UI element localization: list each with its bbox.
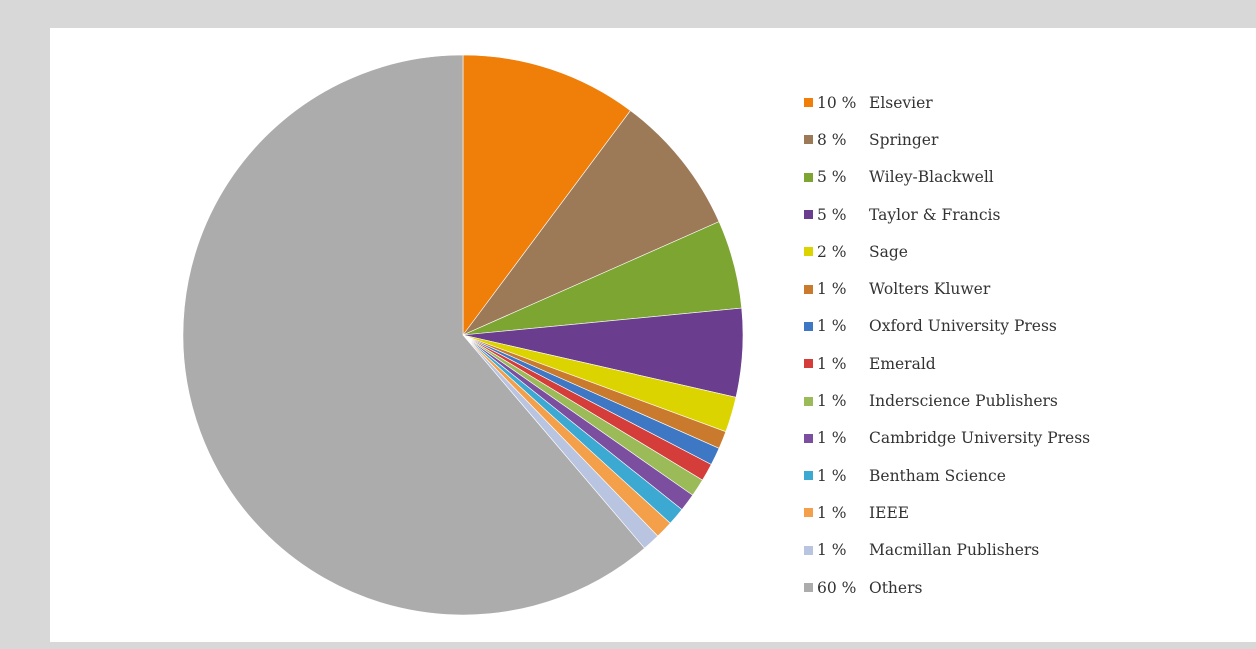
chart-panel: 10 % Elsevier 8 % Springer 5 % Wiley-Blackwel… (50, 28, 1256, 642)
legend-swatch (804, 545, 813, 555)
legend-percent: 1 % (817, 503, 847, 522)
legend-label: Taylor & Francis (869, 205, 1001, 224)
legend-item-wolters-kluwer: 1 % Wolters Kluwer (804, 270, 1224, 307)
legend-label: Wolters Kluwer (869, 280, 991, 299)
legend-label: IEEE (869, 503, 910, 522)
pie-slices (182, 54, 744, 616)
pie-slice-others (182, 54, 645, 616)
legend-label: Oxford University Press (869, 317, 1057, 336)
legend-percent: 2 % (817, 242, 847, 261)
legend-percent: 1 % (817, 392, 847, 411)
legend-swatch (804, 135, 813, 145)
legend-label: Others (869, 578, 923, 597)
pie-chart (182, 54, 744, 616)
pie-slice-elsevier (462, 54, 631, 336)
legend-swatch (804, 247, 813, 257)
legend-swatch (804, 433, 813, 443)
legend-swatch (804, 321, 813, 331)
legend-percent: 10 % (817, 93, 857, 112)
legend-percent: 1 % (817, 429, 847, 448)
legend-swatch (804, 210, 813, 220)
legend-percent: 1 % (817, 317, 847, 336)
legend-item-sage: 2 % Sage (804, 233, 1224, 270)
legend-label: Macmillan Publishers (869, 541, 1040, 560)
legend-label: Bentham Science (869, 466, 1006, 485)
pie-slice-springer (462, 110, 720, 336)
legend-item-elsevier: 10 % Elsevier (804, 84, 1224, 121)
legend-swatch (804, 508, 813, 518)
legend-label: Emerald (869, 354, 936, 373)
legend-percent: 1 % (817, 466, 847, 485)
legend-swatch (804, 284, 813, 294)
legend-percent: 1 % (817, 280, 847, 299)
legend-swatch (804, 172, 813, 182)
legend-percent: 8 % (817, 130, 847, 149)
legend-percent: 60 % (817, 578, 857, 597)
legend-item-ieee: 1 % IEEE (804, 494, 1224, 531)
legend-percent: 1 % (817, 354, 847, 373)
legend-label: Inderscience Publishers (869, 392, 1058, 411)
legend-percent: 5 % (817, 205, 847, 224)
legend-swatch (804, 396, 813, 406)
legend-item-cambridge-university-press: 1 % Cambridge University Press (804, 420, 1224, 457)
legend-item-wiley-blackwell: 5 % Wiley-Blackwell (804, 159, 1224, 196)
legend-label: Cambridge University Press (869, 429, 1091, 448)
legend-item-taylor-francis: 5 % Taylor & Francis (804, 196, 1224, 233)
legend-item-emerald: 1 % Emerald (804, 345, 1224, 382)
legend-percent: 1 % (817, 541, 847, 560)
legend-item-springer: 8 % Springer (804, 121, 1224, 158)
legend-item-macmillan-publishers: 1 % Macmillan Publishers (804, 532, 1224, 569)
legend-label: Wiley-Blackwell (869, 168, 994, 187)
legend-item-oxford-university-press: 1 % Oxford University Press (804, 308, 1224, 345)
legend-swatch (804, 359, 813, 369)
legend-label: Sage (869, 242, 908, 261)
legend-item-bentham-science: 1 % Bentham Science (804, 457, 1224, 494)
legend-item-inderscience-publishers: 1 % Inderscience Publishers (804, 382, 1224, 419)
legend-label: Springer (869, 130, 939, 149)
legend-item-others: 60 % Others (804, 569, 1224, 606)
chart-legend: 10 % Elsevier 8 % Springer 5 % Wiley-Blackwel… (804, 84, 1224, 606)
legend-swatch (804, 471, 813, 481)
legend-swatch (804, 583, 813, 592)
legend-swatch (804, 98, 813, 108)
legend-label: Elsevier (869, 93, 933, 112)
legend-percent: 5 % (817, 168, 847, 187)
